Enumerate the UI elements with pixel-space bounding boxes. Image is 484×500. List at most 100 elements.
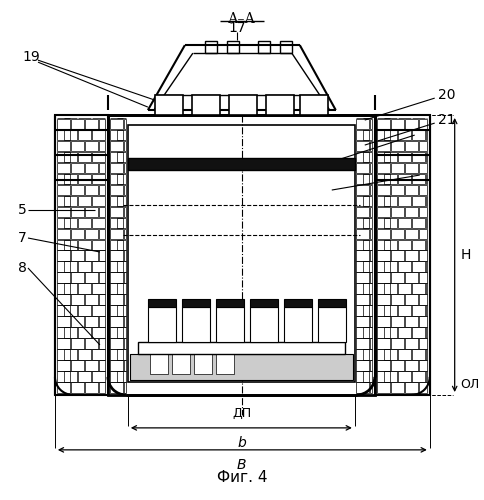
Bar	[99, 206, 106, 217]
Bar	[117, 306, 126, 316]
Bar	[426, 218, 427, 228]
Bar	[163, 356, 184, 368]
Bar	[92, 262, 106, 272]
Bar	[419, 118, 427, 129]
Bar	[150, 372, 169, 380]
Bar	[124, 272, 126, 283]
Bar	[64, 350, 77, 360]
Bar	[140, 366, 159, 372]
Bar	[377, 140, 390, 151]
Bar	[92, 196, 106, 206]
Bar	[57, 162, 71, 173]
Bar	[391, 316, 404, 327]
Bar	[391, 360, 404, 371]
Bar	[377, 118, 390, 129]
Bar	[141, 356, 163, 368]
Bar	[290, 372, 309, 380]
Bar	[71, 250, 84, 261]
Bar	[71, 294, 84, 305]
Bar	[398, 218, 411, 228]
Bar	[356, 206, 369, 217]
Bar	[57, 240, 71, 250]
Bar	[419, 162, 427, 173]
Bar	[110, 184, 123, 195]
Bar	[356, 350, 369, 360]
Bar	[384, 196, 397, 206]
Bar	[99, 360, 106, 371]
Bar	[370, 272, 372, 283]
Bar	[124, 118, 126, 129]
Bar	[370, 162, 372, 173]
Bar	[57, 218, 71, 228]
Bar	[384, 174, 397, 184]
Bar	[398, 328, 411, 338]
Bar	[377, 162, 390, 173]
Bar	[419, 140, 427, 151]
Text: В: В	[237, 458, 246, 472]
Bar	[152, 368, 173, 380]
Bar	[124, 294, 126, 305]
Bar	[57, 360, 71, 371]
Bar	[398, 196, 411, 206]
Bar	[110, 130, 123, 140]
Bar	[64, 306, 77, 316]
Bar	[356, 316, 369, 327]
Bar	[110, 306, 123, 316]
Bar	[117, 372, 126, 382]
Bar	[128, 158, 355, 170]
Bar	[419, 206, 427, 217]
Bar	[356, 328, 369, 338]
Bar	[71, 184, 84, 195]
Bar	[260, 366, 279, 372]
Bar	[117, 284, 126, 294]
Bar	[117, 196, 126, 206]
Bar	[92, 130, 106, 140]
Bar	[85, 250, 98, 261]
Bar	[377, 240, 390, 250]
Bar	[300, 366, 319, 372]
Bar	[64, 262, 77, 272]
Bar	[205, 41, 217, 53]
Bar	[117, 262, 126, 272]
Bar	[57, 272, 71, 283]
Bar	[218, 354, 239, 356]
Bar	[57, 382, 71, 393]
Bar	[216, 299, 244, 307]
Bar	[363, 328, 372, 338]
Bar	[377, 328, 390, 338]
Bar	[426, 328, 427, 338]
Bar	[78, 372, 91, 382]
Bar	[240, 368, 261, 380]
Bar	[99, 338, 106, 349]
Bar	[350, 368, 352, 380]
Bar	[412, 130, 425, 140]
Bar	[108, 115, 375, 395]
Bar	[384, 262, 397, 272]
Bar	[398, 350, 411, 360]
Bar	[170, 372, 189, 380]
Bar	[377, 338, 390, 349]
Bar	[124, 184, 126, 195]
Bar	[318, 307, 346, 342]
Bar	[377, 262, 390, 272]
Bar	[426, 262, 427, 272]
Bar	[99, 316, 106, 327]
Bar	[85, 206, 98, 217]
Bar	[356, 284, 369, 294]
Bar	[57, 328, 71, 338]
Text: 19: 19	[22, 50, 40, 64]
Bar	[405, 294, 418, 305]
Bar	[412, 174, 425, 184]
Bar	[110, 294, 123, 305]
Bar	[377, 152, 390, 162]
Bar	[412, 152, 425, 162]
Bar	[92, 240, 106, 250]
Bar	[229, 95, 257, 115]
Bar	[57, 350, 71, 360]
Bar	[227, 41, 239, 53]
Bar	[363, 152, 372, 162]
Bar	[384, 130, 397, 140]
Bar	[363, 372, 372, 382]
Bar	[356, 118, 369, 129]
Bar	[363, 218, 372, 228]
